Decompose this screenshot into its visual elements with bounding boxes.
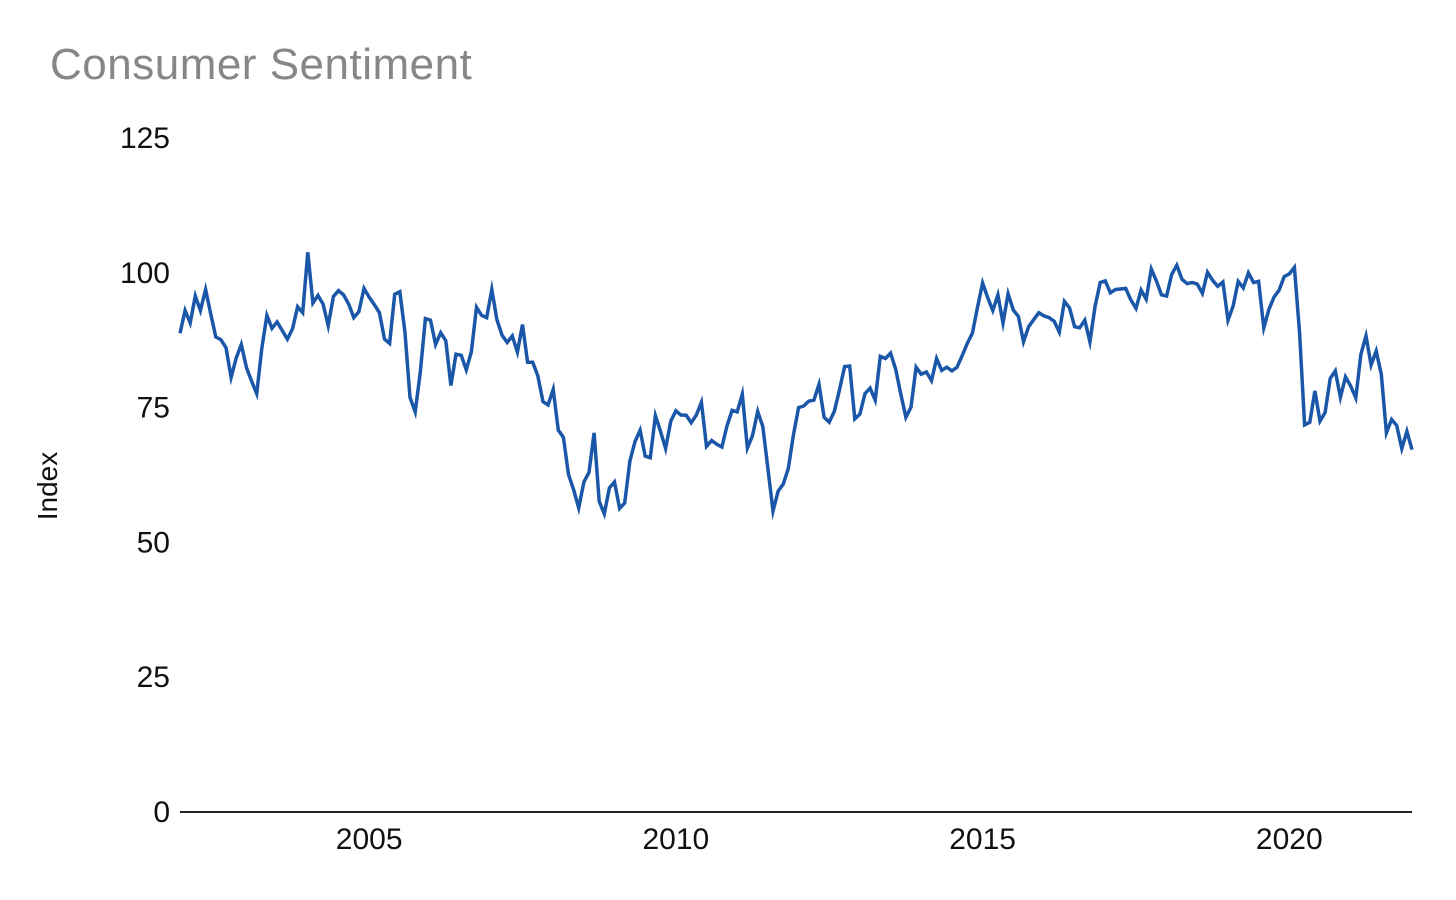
sentiment-line-series <box>178 252 1414 521</box>
x-tick-label: 2015 <box>949 823 1016 856</box>
y-tick-label: 50 <box>137 526 170 559</box>
y-tick-label: 25 <box>137 661 170 694</box>
x-tick-label: 2020 <box>1256 823 1323 856</box>
y-tick-label: 0 <box>153 796 170 829</box>
y-tick-label: 100 <box>120 257 170 290</box>
x-tick-label: 2010 <box>642 823 709 856</box>
y-axis-title: Index <box>32 452 63 521</box>
y-tick-label: 125 <box>120 122 170 155</box>
y-tick-label: 75 <box>137 392 170 425</box>
x-tick-label: 2005 <box>336 823 403 856</box>
chart-title: Consumer Sentiment <box>50 40 473 89</box>
plot-generated-layer: 0 25 50 75 100 125 2005 2010 2015 2020 <box>120 122 1414 856</box>
